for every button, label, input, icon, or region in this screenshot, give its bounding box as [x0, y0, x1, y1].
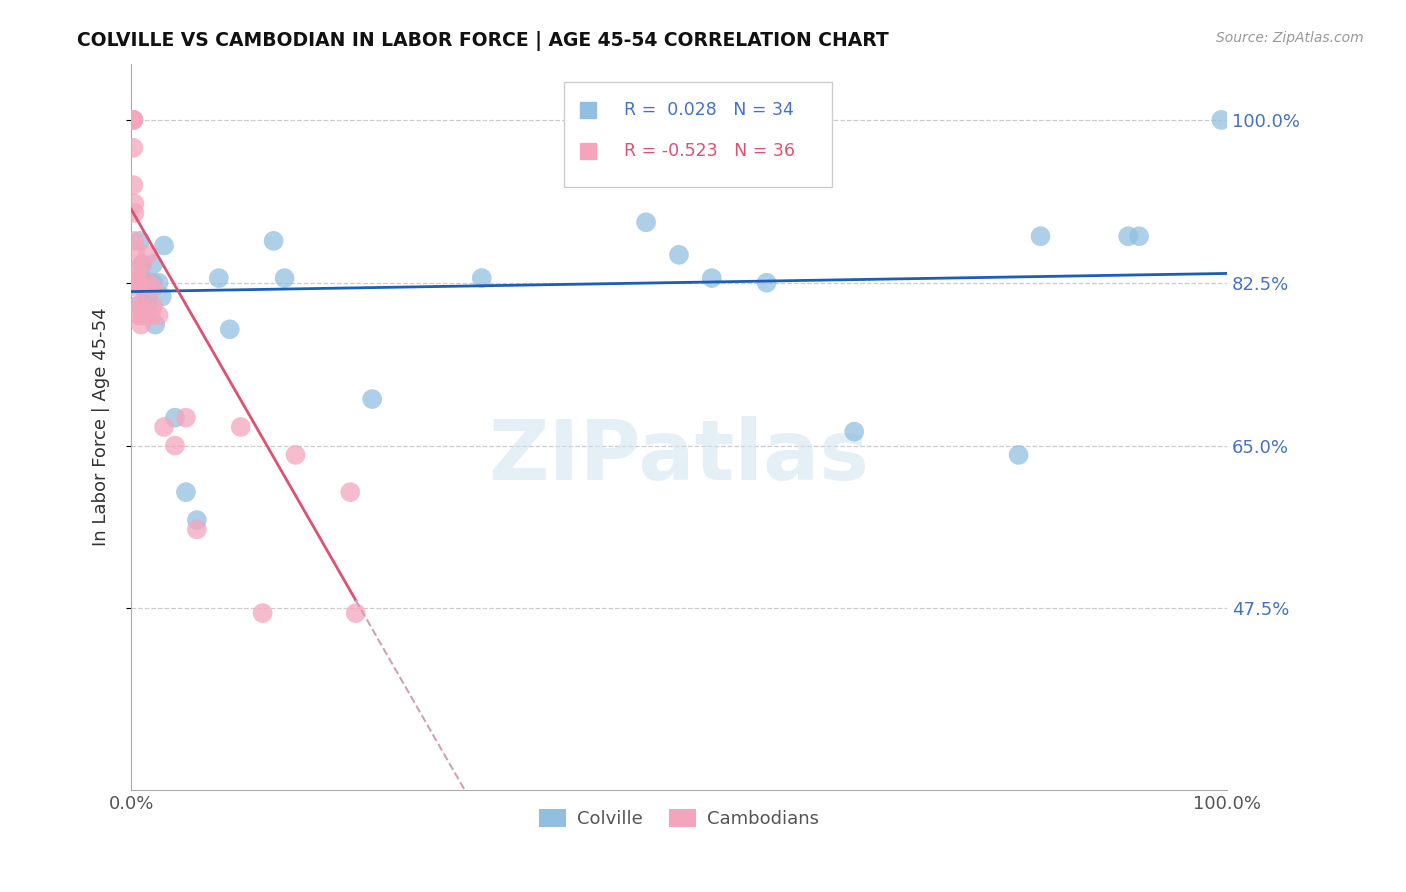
Point: [122, 112, 145, 127]
Point: [125, 276, 148, 290]
Point: [136, 276, 159, 290]
Point: [174, 410, 197, 425]
Point: [124, 234, 146, 248]
Point: [150, 290, 173, 304]
Point: [163, 410, 186, 425]
Point: [153, 238, 176, 252]
Text: ZIPatlas: ZIPatlas: [488, 416, 869, 497]
Point: [124, 243, 146, 257]
Point: [134, 308, 156, 322]
Point: [344, 606, 367, 620]
Point: [129, 308, 152, 322]
Point: [263, 234, 285, 248]
Point: [136, 290, 159, 304]
Point: [142, 276, 165, 290]
Point: [755, 276, 778, 290]
Point: [339, 485, 361, 500]
Point: [128, 299, 150, 313]
Text: COLVILLE VS CAMBODIAN IN LABOR FORCE | AGE 45-54 CORRELATION CHART: COLVILLE VS CAMBODIAN IN LABOR FORCE | A…: [77, 31, 889, 51]
Point: [636, 215, 658, 229]
Point: [143, 318, 166, 332]
Point: [148, 276, 170, 290]
Point: [153, 420, 176, 434]
Point: [136, 248, 159, 262]
Text: R = -0.523   N = 36: R = -0.523 N = 36: [624, 142, 796, 161]
Point: [125, 261, 148, 276]
Y-axis label: In Labor Force | Age 45-54: In Labor Force | Age 45-54: [93, 308, 110, 546]
Point: [127, 276, 149, 290]
Point: [284, 448, 307, 462]
Point: [471, 271, 494, 285]
Legend: Colville, Cambodians: Colville, Cambodians: [531, 802, 827, 835]
Point: [1029, 229, 1052, 244]
Point: [142, 299, 165, 313]
Point: [142, 257, 165, 271]
Point: [1007, 448, 1029, 462]
Point: [136, 276, 159, 290]
Point: [208, 271, 231, 285]
Point: [186, 522, 208, 536]
Point: [124, 206, 146, 220]
Point: [1128, 229, 1150, 244]
Point: [218, 322, 240, 336]
Point: [134, 299, 156, 313]
Point: [127, 280, 149, 294]
Point: [142, 280, 165, 294]
Point: [131, 257, 153, 271]
Text: Source: ZipAtlas.com: Source: ZipAtlas.com: [1216, 31, 1364, 45]
Point: [122, 141, 145, 155]
Point: [131, 271, 153, 285]
Point: [129, 318, 152, 332]
Point: [273, 271, 295, 285]
Point: [163, 439, 186, 453]
Point: [122, 112, 145, 127]
Point: [134, 280, 156, 294]
Point: [136, 299, 159, 313]
Point: [361, 392, 384, 406]
Point: [139, 308, 162, 322]
Point: [131, 280, 153, 294]
FancyBboxPatch shape: [564, 82, 832, 187]
Point: [229, 420, 252, 434]
Point: [844, 425, 866, 439]
Text: R =  0.028   N = 34: R = 0.028 N = 34: [624, 101, 794, 119]
Point: [252, 606, 274, 620]
Point: [700, 271, 723, 285]
Point: [668, 248, 690, 262]
Point: [131, 257, 153, 271]
Point: [124, 196, 146, 211]
Point: [122, 112, 145, 127]
Point: [148, 308, 170, 322]
Point: [128, 308, 150, 322]
Point: [186, 513, 208, 527]
Point: [1211, 112, 1233, 127]
Point: [125, 299, 148, 313]
Point: [174, 485, 197, 500]
Point: [129, 234, 152, 248]
Point: [1116, 229, 1139, 244]
Point: [122, 178, 145, 192]
Point: [125, 271, 148, 285]
